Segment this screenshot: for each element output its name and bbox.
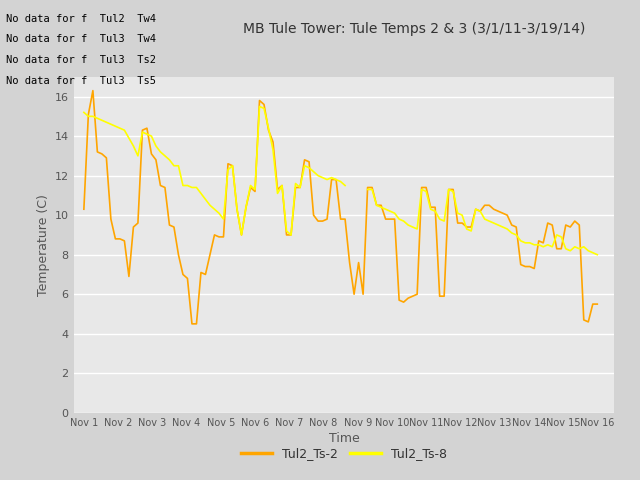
Legend: Tul2_Ts-2, Tul2_Ts-8: Tul2_Ts-2, Tul2_Ts-8 bbox=[236, 443, 452, 465]
Text: No data for f  Tul2  Tw4: No data for f Tul2 Tw4 bbox=[6, 13, 156, 24]
Text: No data for f  Tul3  Ts2: No data for f Tul3 Ts2 bbox=[6, 55, 156, 65]
Text: No data for f  Tul3  Ts5: No data for f Tul3 Ts5 bbox=[6, 75, 156, 85]
X-axis label: Time: Time bbox=[328, 432, 360, 445]
Y-axis label: Temperature (C): Temperature (C) bbox=[38, 194, 51, 296]
Text: No data for f  Tul3  Tw4: No data for f Tul3 Tw4 bbox=[6, 34, 156, 44]
Text: MB Tule Tower: Tule Temps 2 & 3 (3/1/11-3/19/14): MB Tule Tower: Tule Temps 2 & 3 (3/1/11-… bbox=[243, 22, 586, 36]
